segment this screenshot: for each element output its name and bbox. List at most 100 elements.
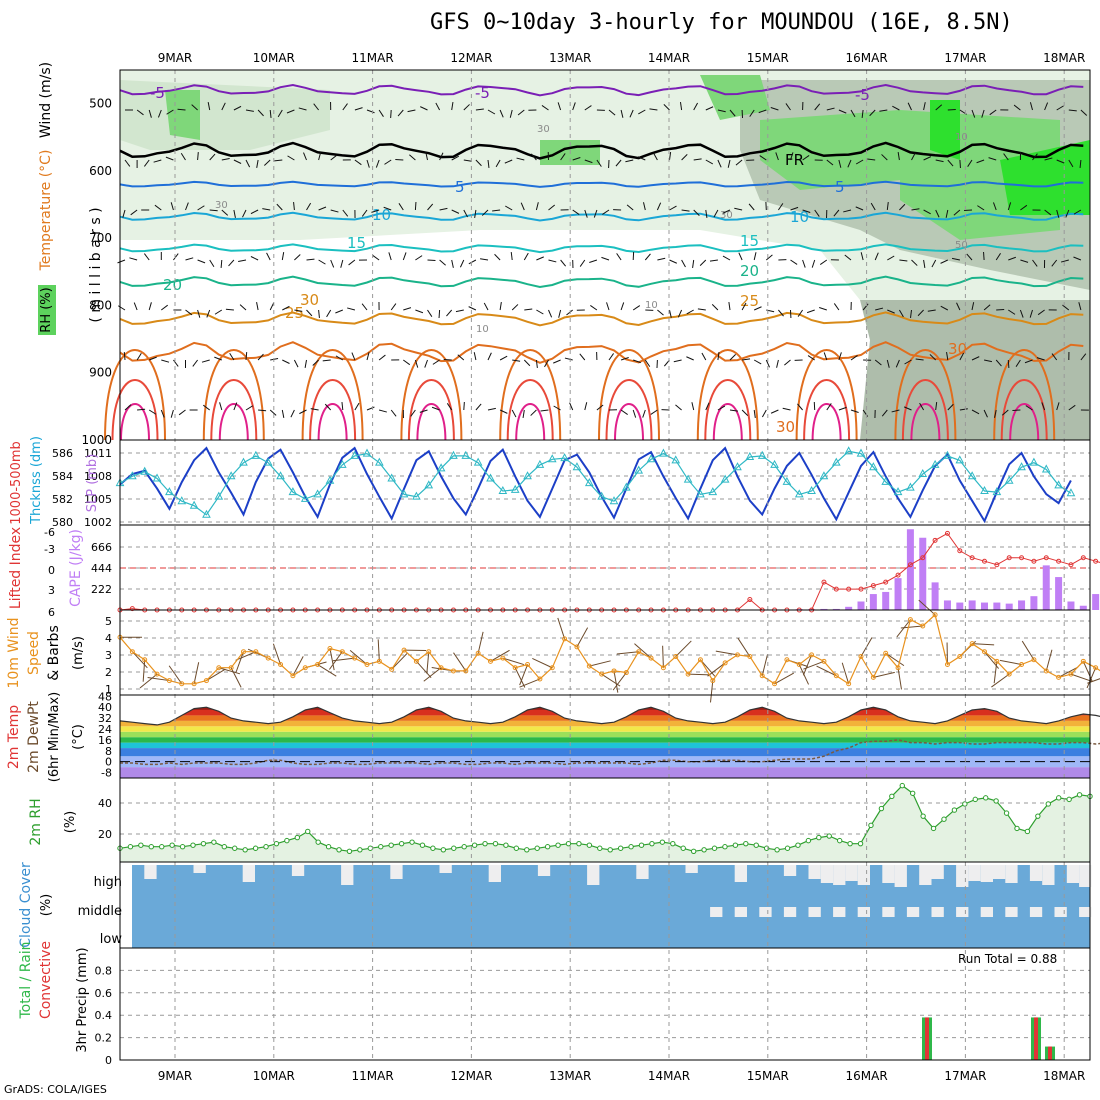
wind-barb xyxy=(693,102,699,111)
hot-isotherm-bubble xyxy=(910,403,941,441)
wind-speed-point xyxy=(660,665,666,671)
rh-contour-label: 10 xyxy=(955,132,968,143)
rh-point xyxy=(1024,828,1031,835)
y-axis-label-rh: RH (%) xyxy=(39,287,54,332)
wind-barb xyxy=(996,308,1005,311)
date-label-top: 12MAR xyxy=(450,51,492,65)
date-label-bottom: 11MAR xyxy=(352,1069,394,1083)
rh-point xyxy=(388,842,394,848)
rh-shade-region xyxy=(930,100,960,160)
dewpoint-line xyxy=(120,739,1100,766)
wind-barb xyxy=(558,309,562,318)
wind-barb xyxy=(1058,666,1079,678)
wind-barb xyxy=(1024,359,1033,364)
wind-speed-point xyxy=(154,671,160,677)
thickness-point xyxy=(399,489,409,498)
wind-barb xyxy=(477,631,484,654)
thickness-line xyxy=(119,450,1072,516)
wind-barb xyxy=(532,657,553,669)
wind-barb xyxy=(221,157,230,161)
wind-barb xyxy=(873,671,895,678)
wind-barb xyxy=(290,409,295,418)
rh-point xyxy=(357,847,363,853)
wind-barb xyxy=(281,409,285,418)
rh-point xyxy=(232,845,238,851)
y-axis-label-wind: Wind (m/s) xyxy=(38,62,54,138)
wind-speed-point xyxy=(673,654,679,660)
wind-barb xyxy=(841,662,850,684)
wind-barb xyxy=(349,650,368,665)
temp-bands xyxy=(120,707,1090,778)
wind-barb xyxy=(414,201,417,211)
wind-barb xyxy=(819,307,827,311)
wind-barb xyxy=(995,253,1001,261)
wind-barb xyxy=(1062,304,1070,311)
wind-speed-point xyxy=(809,652,815,658)
wind-barb xyxy=(790,152,794,161)
thickness-point xyxy=(226,471,236,480)
y-tick-label: 500 xyxy=(89,97,112,111)
rh-point xyxy=(1056,795,1062,801)
rh-point xyxy=(513,845,520,851)
wind-barb xyxy=(758,109,767,114)
wind-barb xyxy=(177,108,186,111)
wind-barb xyxy=(861,109,864,119)
wind-barb xyxy=(390,109,392,119)
wind-barb xyxy=(729,109,736,117)
wind-barb xyxy=(688,673,711,676)
wind-barb xyxy=(335,355,344,361)
wind-barb xyxy=(166,109,174,115)
thickness-point xyxy=(375,457,384,466)
wind-barb xyxy=(826,403,832,411)
cloud-gap-middle xyxy=(759,907,772,917)
cape-bar xyxy=(1018,600,1026,610)
rh-point xyxy=(555,842,561,848)
wind-barb xyxy=(915,358,924,361)
isotherm-20 xyxy=(119,275,1084,289)
wind-barb xyxy=(860,252,864,261)
cape-bar xyxy=(981,602,988,610)
wind-barb xyxy=(282,359,290,364)
wind-barb xyxy=(632,409,637,418)
rh-point xyxy=(868,822,874,829)
wind-barb xyxy=(717,109,726,113)
rh-legend-swatch xyxy=(38,285,56,335)
thickness-point xyxy=(943,450,952,459)
wind-barb xyxy=(765,359,771,368)
cape-bar xyxy=(1055,577,1063,610)
li-point xyxy=(883,579,889,585)
date-label-top: 9MAR xyxy=(158,51,193,65)
cloud-gap-high xyxy=(439,865,452,873)
wind-speed-point xyxy=(599,671,605,677)
wind-speed-point xyxy=(920,623,926,629)
slp-line xyxy=(119,446,1072,524)
rh-point xyxy=(951,807,958,813)
wind-barb xyxy=(185,202,189,211)
cloud-gap-middle xyxy=(931,907,944,917)
wind-barb xyxy=(468,259,477,265)
y-axis-label-thickness-unit: Thcknss (dm) xyxy=(29,436,44,525)
cape-bar xyxy=(1092,594,1100,610)
wind-barb xyxy=(148,409,157,415)
wind-barb xyxy=(366,406,375,411)
y-tick-label-left: 3 xyxy=(48,584,55,597)
wind-barb xyxy=(735,159,743,166)
wind-barb xyxy=(262,208,271,211)
wind-barb xyxy=(686,356,694,361)
wind-barb xyxy=(1056,402,1060,411)
li-point xyxy=(1093,558,1099,564)
rh-point xyxy=(565,840,572,847)
rh-point xyxy=(962,801,968,807)
rh-point xyxy=(826,833,832,839)
wind-barb xyxy=(616,253,622,261)
thickness-point xyxy=(720,474,730,483)
rh-line xyxy=(119,784,1091,852)
wind-barb xyxy=(705,402,710,411)
cloud-gap-high xyxy=(783,865,797,876)
wind-barb xyxy=(711,303,719,311)
cloud-gap-high xyxy=(685,865,698,873)
wind-barb xyxy=(1007,202,1012,211)
wind-barb xyxy=(414,359,419,368)
wind-barb xyxy=(1073,209,1082,215)
wind-barb xyxy=(341,401,344,411)
